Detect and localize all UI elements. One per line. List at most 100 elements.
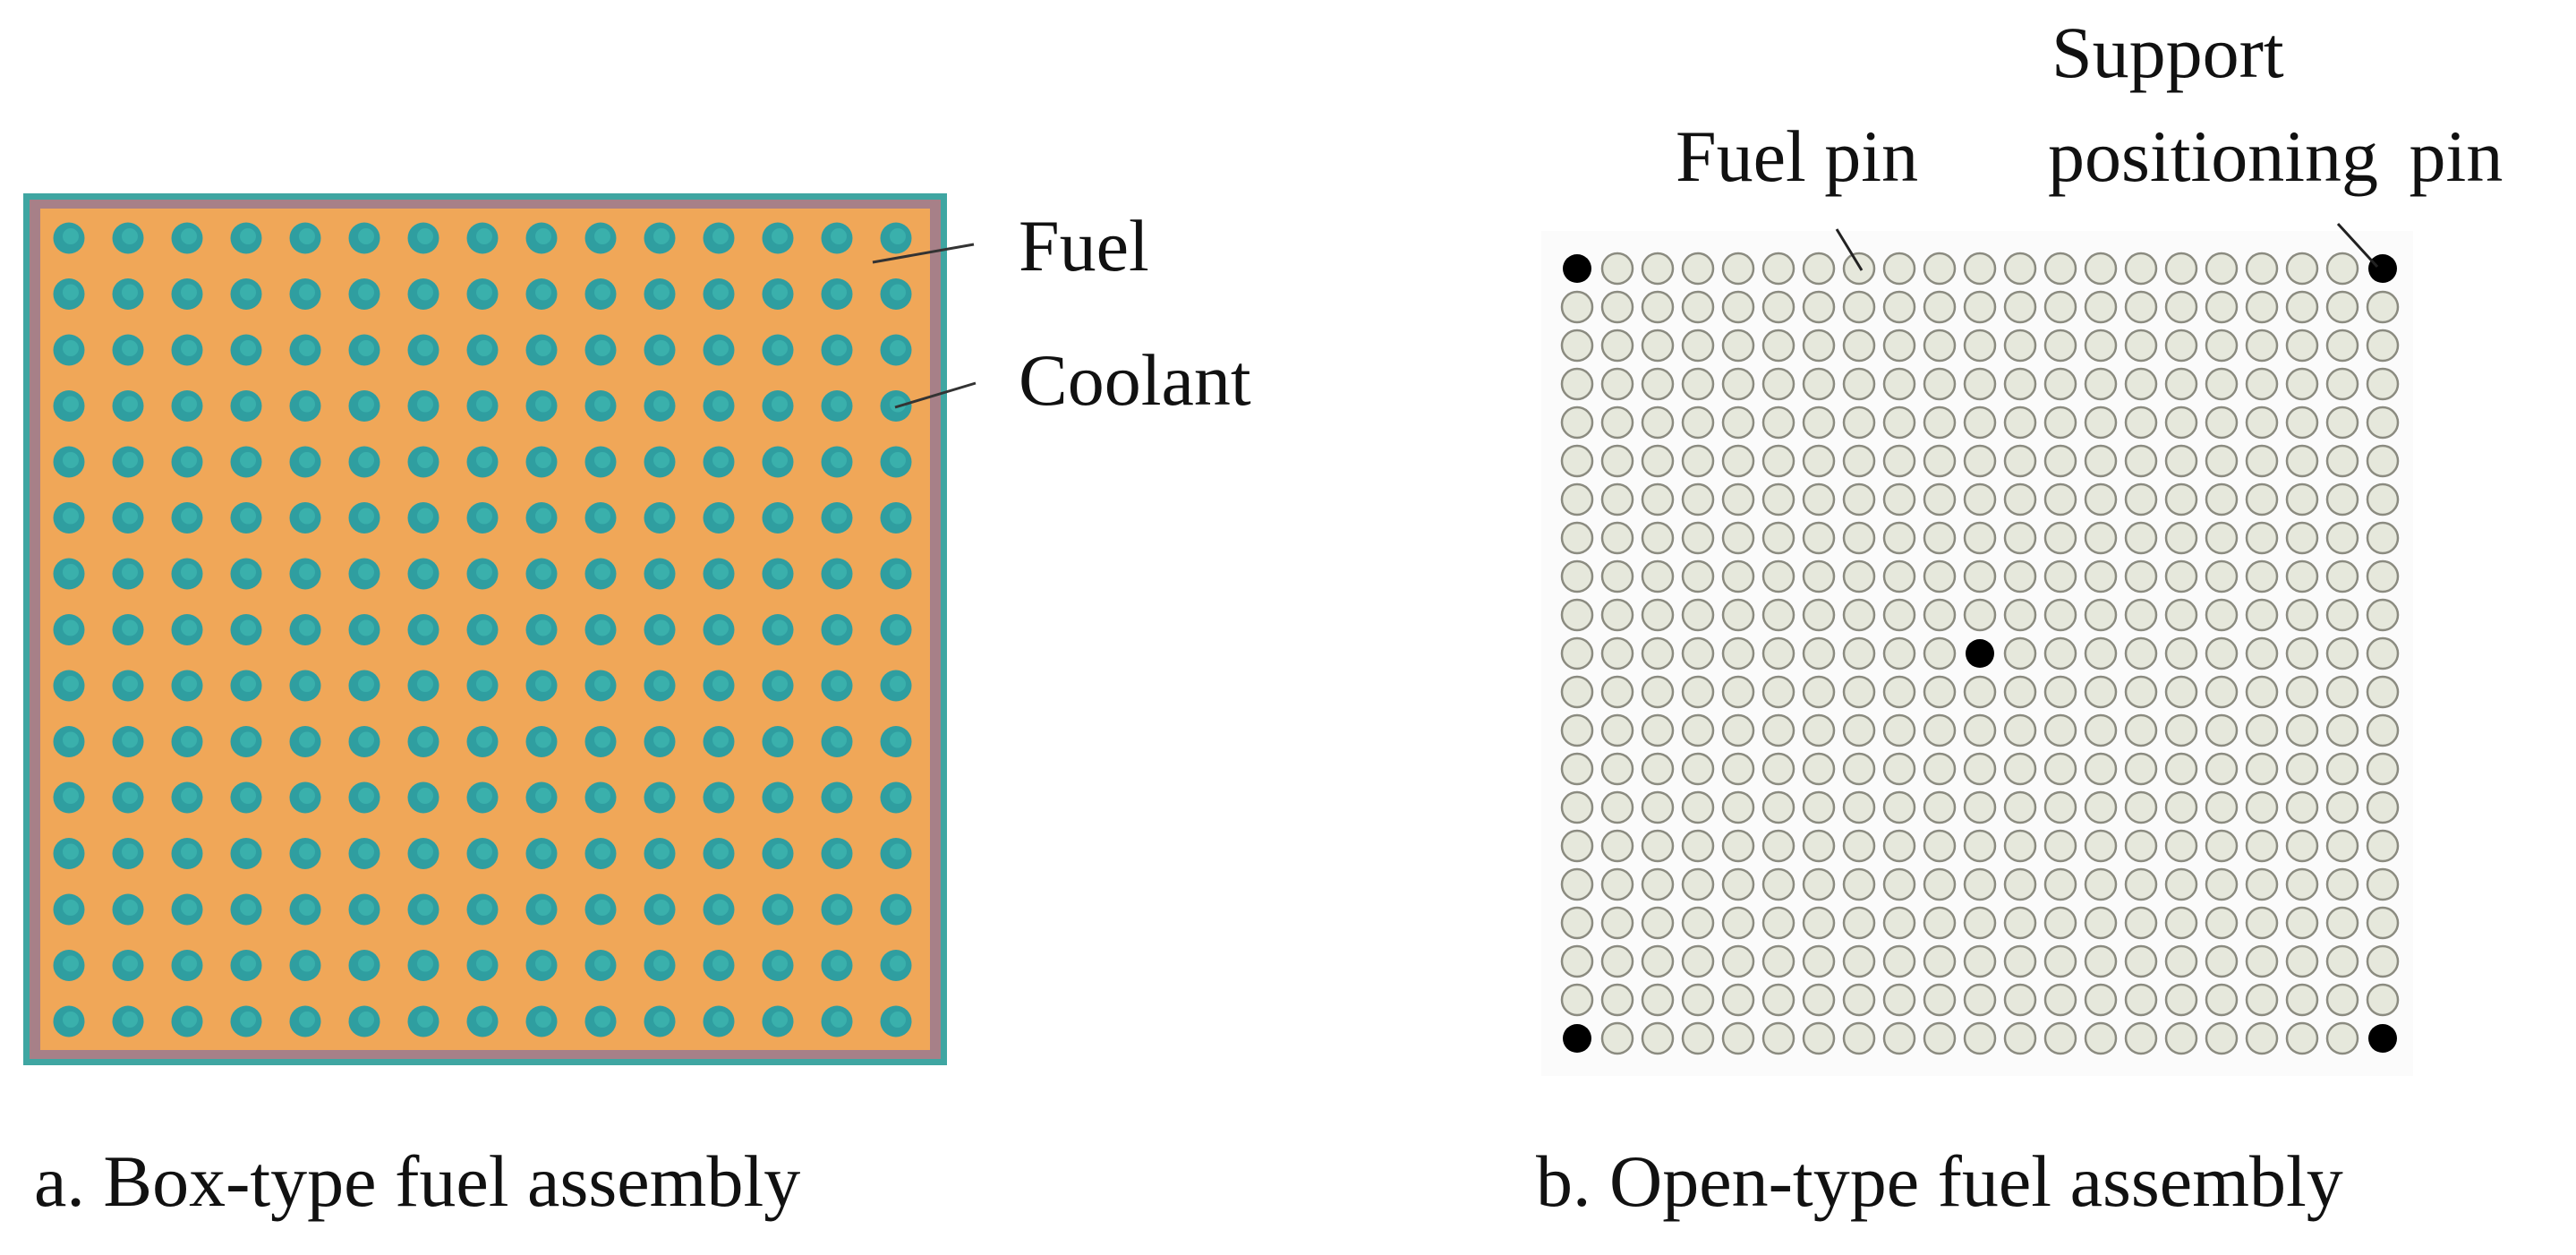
- fuel-pin: [1721, 598, 1755, 632]
- fuel-rod-core: [594, 843, 610, 860]
- fuel-pin: [1842, 559, 1876, 593]
- fuel-pin: [1882, 944, 1916, 978]
- fuel-pin: [2164, 906, 2198, 940]
- fuel-pin: [1923, 752, 1957, 786]
- fuel-pin: [1802, 252, 1836, 286]
- fuel-rod-core: [63, 340, 79, 356]
- fuel-pin: [2245, 675, 2279, 709]
- fuel-rod-core: [653, 955, 670, 972]
- fuel-pin: [2084, 906, 2118, 940]
- fuel-rod-core: [181, 900, 197, 916]
- fuel-pin: [1842, 367, 1876, 401]
- fuel-pin: [1963, 598, 1997, 632]
- fuel-rod-core: [240, 340, 256, 356]
- fuel-rod-core: [299, 228, 315, 244]
- fuel-pin: [2205, 1021, 2239, 1055]
- fuel-rod-core: [417, 340, 433, 356]
- fuel-pin: [2084, 367, 2118, 401]
- fuel-pin: [2003, 482, 2037, 517]
- fuel-pin: [2043, 1021, 2077, 1055]
- fuel-pin: [2124, 752, 2158, 786]
- fuel-rod-core: [299, 508, 315, 525]
- fuel-pin: [2003, 406, 2037, 440]
- fuel-rod-core: [63, 508, 79, 525]
- fuel-pin: [1681, 521, 1715, 555]
- support-pin-leader-line: [2336, 222, 2379, 269]
- fuel-pin: [2124, 829, 2158, 863]
- fuel-pin: [2164, 636, 2198, 670]
- support-positioning-pin: [1966, 639, 1994, 668]
- fuel-pin: [1681, 444, 1715, 478]
- fuel-rod-core: [712, 676, 729, 692]
- fuel-pin: [2205, 444, 2239, 478]
- fuel-pin: [1721, 482, 1755, 517]
- fuel-rod-core: [831, 452, 847, 468]
- fuel-rod-core: [358, 731, 374, 748]
- fuel-rod-core: [772, 1012, 788, 1028]
- fuel-pin: [2366, 598, 2400, 632]
- fuel-pin: [1761, 867, 1796, 901]
- fuel-pin: [2164, 482, 2198, 517]
- fuel-pin: [1681, 867, 1715, 901]
- fuel-rod-core: [594, 619, 610, 636]
- fuel-pin: [1681, 290, 1715, 324]
- fuel-rod-core: [476, 228, 492, 244]
- fuel-pin: [2205, 944, 2239, 978]
- fuel-pin: [1600, 790, 1634, 824]
- fuel-pin: [1802, 675, 1836, 709]
- fuel-pin: [1923, 790, 1957, 824]
- fuel-pin: [2366, 983, 2400, 1017]
- fuel-pin: [1600, 482, 1634, 517]
- fuel-pin: [2285, 559, 2319, 593]
- fuel-rod-core: [535, 843, 551, 860]
- fuel-pin: [1923, 636, 1957, 670]
- fuel-pin: [2003, 598, 2037, 632]
- fuel-pin: [2164, 1021, 2198, 1055]
- fuel-pin: [2325, 598, 2359, 632]
- fuel-pin: [1761, 521, 1796, 555]
- fuel-pin: [2164, 367, 2198, 401]
- fuel-rod-core: [63, 788, 79, 804]
- fuel-pin: [1721, 521, 1755, 555]
- fuel-pin: [1923, 983, 1957, 1017]
- fuel-rod-core: [594, 340, 610, 356]
- fuel-pin: [2084, 944, 2118, 978]
- fuel-rod-core: [240, 619, 256, 636]
- fuel-pin: [2043, 983, 2077, 1017]
- fuel-pin: [1721, 1021, 1755, 1055]
- fuel-pin: [2245, 252, 2279, 286]
- fuel-rod-core: [417, 900, 433, 916]
- open-type-fuel-assembly: Fuel pin Support positioning pin b. Open…: [1536, 12, 2503, 1222]
- fuel-rod-core: [181, 788, 197, 804]
- fuel-pin: [2205, 559, 2239, 593]
- fuel-pin: [2164, 559, 2198, 593]
- fuel-rod-core: [417, 955, 433, 972]
- fuel-pin: [2003, 944, 2037, 978]
- fuel-pin: [2003, 713, 2037, 747]
- fuel-pin: [1721, 559, 1755, 593]
- fuel-rod-core: [63, 900, 79, 916]
- fuel-pin: [1681, 482, 1715, 517]
- fuel-pin: [2285, 329, 2319, 363]
- fuel-rod-core: [831, 396, 847, 413]
- fuel-pin: [1923, 675, 1957, 709]
- fuel-pin: [1842, 867, 1876, 901]
- fuel-pin: [2366, 482, 2400, 517]
- fuel-rod-core: [831, 900, 847, 916]
- fuel-pin: [1882, 829, 1916, 863]
- fuel-pin: [1761, 636, 1796, 670]
- fuel-pin: [1882, 1021, 1916, 1055]
- fuel-pin: [1882, 521, 1916, 555]
- fuel-pin: [1842, 983, 1876, 1017]
- fuel-rod-core: [417, 788, 433, 804]
- fuel-pin: [1681, 752, 1715, 786]
- fuel-rod-core: [476, 284, 492, 301]
- fuel-rod-core: [417, 396, 433, 413]
- fuel-rod-core: [594, 452, 610, 468]
- fuel-rod-core: [890, 955, 906, 972]
- fuel-pin: [1882, 406, 1916, 440]
- fuel-rod-core: [299, 955, 315, 972]
- fuel-pin: [2245, 752, 2279, 786]
- fuel-rod-core: [535, 228, 551, 244]
- fuel-pin: [1963, 713, 1997, 747]
